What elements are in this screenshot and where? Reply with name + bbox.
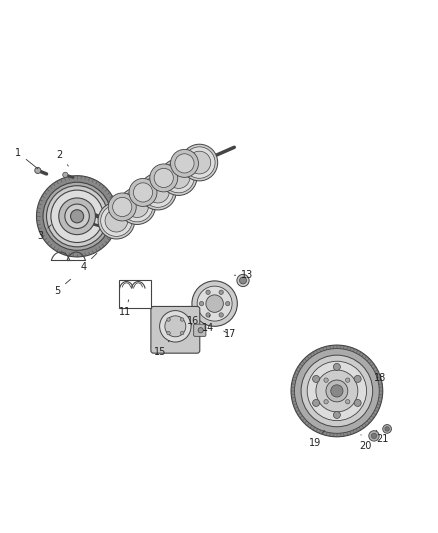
Text: 18: 18: [374, 373, 387, 383]
Text: 3: 3: [37, 225, 51, 241]
Text: 5: 5: [54, 279, 71, 295]
Circle shape: [180, 318, 184, 321]
Circle shape: [197, 286, 232, 321]
Circle shape: [184, 147, 215, 178]
FancyBboxPatch shape: [151, 306, 200, 353]
Text: 1: 1: [15, 148, 38, 169]
Circle shape: [326, 380, 348, 402]
Circle shape: [65, 204, 89, 229]
Text: 14: 14: [202, 315, 214, 333]
Text: 20: 20: [359, 434, 371, 450]
Circle shape: [313, 399, 320, 407]
Circle shape: [346, 400, 350, 404]
Circle shape: [150, 164, 178, 192]
Text: 17: 17: [224, 329, 236, 339]
Circle shape: [129, 179, 157, 206]
Circle shape: [140, 173, 176, 210]
Circle shape: [313, 375, 320, 382]
Circle shape: [316, 370, 358, 412]
Circle shape: [206, 295, 223, 312]
Circle shape: [101, 205, 132, 236]
Circle shape: [154, 168, 173, 188]
Circle shape: [188, 151, 211, 174]
FancyBboxPatch shape: [194, 324, 206, 336]
Circle shape: [333, 411, 340, 418]
Circle shape: [383, 425, 392, 433]
Text: 19: 19: [309, 430, 325, 448]
Circle shape: [108, 193, 136, 221]
Circle shape: [163, 161, 194, 193]
Circle shape: [167, 318, 170, 321]
Circle shape: [147, 180, 169, 203]
Circle shape: [170, 149, 198, 177]
Circle shape: [385, 427, 389, 431]
Text: 2: 2: [57, 150, 68, 166]
FancyBboxPatch shape: [119, 280, 151, 308]
Circle shape: [354, 399, 361, 407]
Circle shape: [98, 203, 135, 239]
Circle shape: [105, 209, 128, 232]
Circle shape: [167, 166, 190, 189]
Circle shape: [237, 274, 249, 287]
Circle shape: [159, 311, 191, 342]
Circle shape: [121, 190, 153, 222]
Circle shape: [354, 375, 361, 382]
Circle shape: [346, 378, 350, 382]
Circle shape: [226, 302, 230, 306]
Circle shape: [206, 313, 210, 317]
Circle shape: [165, 316, 186, 337]
Circle shape: [71, 210, 84, 223]
Text: 11: 11: [119, 300, 131, 317]
Circle shape: [43, 182, 111, 251]
Circle shape: [331, 385, 343, 397]
Circle shape: [180, 332, 184, 335]
Circle shape: [324, 378, 328, 382]
Circle shape: [46, 185, 108, 247]
Circle shape: [51, 190, 103, 243]
Circle shape: [294, 349, 379, 433]
Circle shape: [301, 355, 373, 427]
Circle shape: [35, 167, 41, 174]
Text: 21: 21: [376, 430, 389, 444]
Text: 15: 15: [154, 341, 169, 357]
Circle shape: [333, 364, 340, 370]
Text: 13: 13: [234, 270, 254, 280]
Circle shape: [134, 183, 152, 202]
Circle shape: [206, 290, 210, 294]
Circle shape: [181, 144, 218, 181]
Circle shape: [369, 431, 379, 441]
Text: 4: 4: [81, 253, 97, 271]
Circle shape: [63, 172, 68, 177]
Circle shape: [142, 176, 173, 207]
Circle shape: [219, 290, 223, 294]
Circle shape: [219, 313, 223, 317]
Text: 16: 16: [187, 316, 199, 326]
Circle shape: [167, 332, 170, 335]
Circle shape: [192, 281, 237, 326]
Circle shape: [113, 197, 132, 216]
Circle shape: [126, 195, 148, 217]
Circle shape: [36, 176, 118, 257]
Circle shape: [198, 328, 203, 333]
Circle shape: [59, 198, 95, 235]
Circle shape: [371, 433, 377, 439]
Circle shape: [307, 361, 367, 421]
Circle shape: [175, 154, 194, 173]
Circle shape: [324, 400, 328, 404]
Circle shape: [119, 188, 155, 224]
Circle shape: [240, 277, 247, 284]
Circle shape: [199, 302, 204, 306]
Circle shape: [160, 159, 197, 196]
Circle shape: [291, 345, 383, 437]
